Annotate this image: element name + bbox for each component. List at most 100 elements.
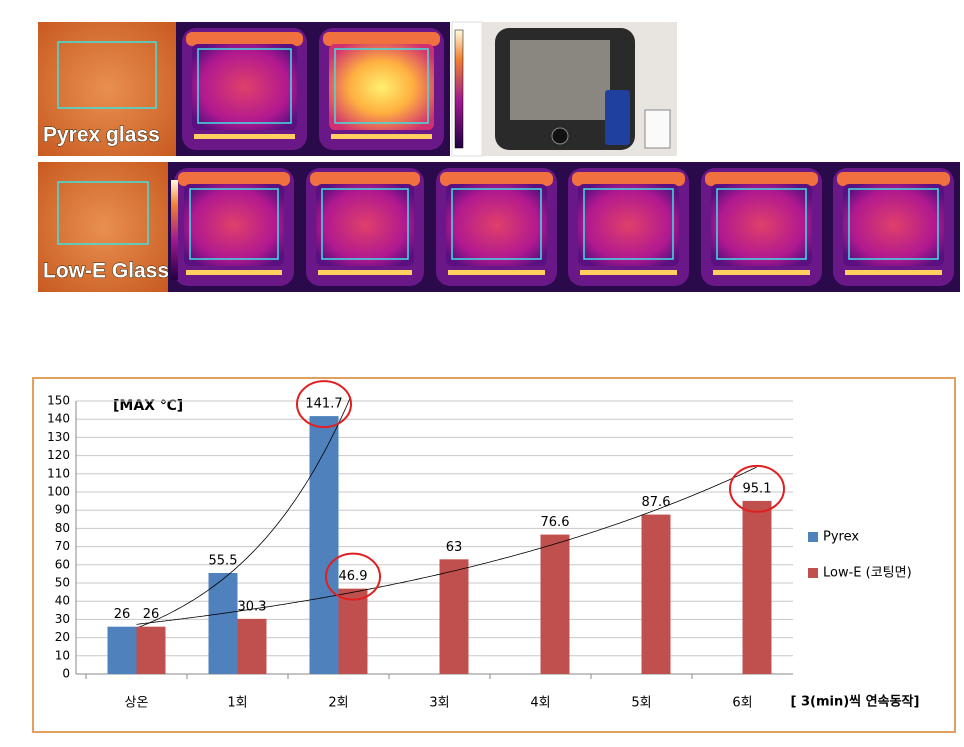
roi (334, 48, 429, 124)
roi (189, 188, 279, 260)
heater (186, 270, 282, 275)
data-label: 46.9 (339, 569, 368, 584)
x-tick-label: 상온 (125, 696, 149, 711)
trend-line (136, 396, 351, 629)
oven-top (705, 172, 818, 186)
legend-swatch (808, 568, 818, 578)
heater (318, 270, 412, 275)
color-scale (454, 29, 464, 149)
roi (321, 188, 409, 260)
roi (451, 188, 542, 260)
highlight-circle (729, 464, 785, 513)
oven-top (310, 172, 420, 186)
y-tick-label: 0 (62, 667, 70, 681)
visible-image (38, 22, 176, 156)
image-label: Low-E Glass (43, 260, 169, 283)
bar (742, 500, 772, 674)
bar (107, 626, 137, 674)
highlight-circle (325, 552, 381, 601)
roi (57, 41, 157, 109)
oven-window (510, 40, 610, 120)
oven-top (178, 172, 290, 186)
data-label: 63 (446, 540, 463, 555)
glass (329, 44, 434, 130)
y-tick-label: 50 (55, 576, 70, 590)
bar (338, 588, 368, 674)
highlight-circle (296, 380, 352, 429)
oven-top (186, 32, 303, 46)
thermometer (605, 90, 630, 145)
trend-line (136, 466, 757, 625)
legend-label: Pyrex (823, 530, 859, 545)
data-label: 95.1 (743, 481, 772, 496)
x-tick-label: 4회 (530, 696, 550, 711)
bar (208, 572, 238, 674)
oven-knob (551, 127, 569, 145)
x-tick-label: 1회 (227, 696, 247, 711)
glass (184, 184, 284, 266)
glass (711, 184, 812, 266)
y-tick-label: 80 (55, 521, 70, 535)
heater (845, 270, 942, 275)
x-tick-label: 6회 (732, 696, 752, 711)
data-label: 87.6 (642, 495, 671, 510)
color-scale (171, 180, 178, 280)
y-axis-label: [MAX ℃] (113, 398, 183, 414)
heater (194, 134, 295, 139)
y-tick-label: 140 (47, 412, 70, 426)
image-label: Pyrex glass (43, 124, 160, 147)
data-label: 55.5 (209, 553, 238, 568)
bar (309, 416, 339, 674)
bar (237, 618, 267, 674)
y-tick-label: 30 (55, 612, 70, 626)
y-tick-label: 60 (55, 557, 70, 571)
y-tick-label: 120 (47, 448, 70, 462)
y-tick-label: 70 (55, 539, 70, 553)
data-label: 26 (143, 607, 160, 622)
roi (848, 188, 939, 260)
bar (641, 514, 671, 674)
glass (192, 44, 297, 130)
data-label: 30.3 (238, 599, 267, 614)
glass (843, 184, 944, 266)
y-tick-label: 100 (47, 485, 70, 499)
y-tick-label: 130 (47, 430, 70, 444)
roi (716, 188, 807, 260)
bar (136, 626, 166, 674)
roi (57, 181, 149, 245)
bar (439, 559, 469, 674)
heater (580, 270, 677, 275)
legend-swatch (808, 532, 818, 542)
x-tick-label: 2회 (328, 696, 348, 711)
visible-image (38, 162, 168, 292)
legend-label: Low-E (코팅면) (823, 566, 912, 581)
data-label: 76.6 (541, 515, 570, 530)
heater (713, 270, 810, 275)
y-tick-label: 40 (55, 594, 70, 608)
heater (331, 134, 432, 139)
meter (644, 109, 671, 149)
y-tick-label: 10 (55, 648, 70, 662)
glass (316, 184, 414, 266)
x-axis-label: [ 3(min)씩 연속동작] (791, 694, 920, 710)
x-tick-label: 5회 (631, 696, 651, 711)
oven-top (323, 32, 440, 46)
data-label: 141.7 (305, 397, 342, 412)
y-tick-label: 20 (55, 630, 70, 644)
data-label: 26 (114, 607, 131, 622)
oven-top (572, 172, 685, 186)
y-tick-label: 150 (47, 394, 70, 408)
y-tick-label: 110 (47, 466, 70, 480)
roi (197, 48, 292, 124)
glass (578, 184, 679, 266)
glass (446, 184, 547, 266)
roi (583, 188, 674, 260)
x-tick-label: 3회 (429, 696, 449, 711)
heater (448, 270, 545, 275)
chart-frame (32, 377, 956, 733)
oven-top (837, 172, 950, 186)
bar (540, 534, 570, 674)
oven-top (440, 172, 553, 186)
y-tick-label: 90 (55, 503, 70, 517)
